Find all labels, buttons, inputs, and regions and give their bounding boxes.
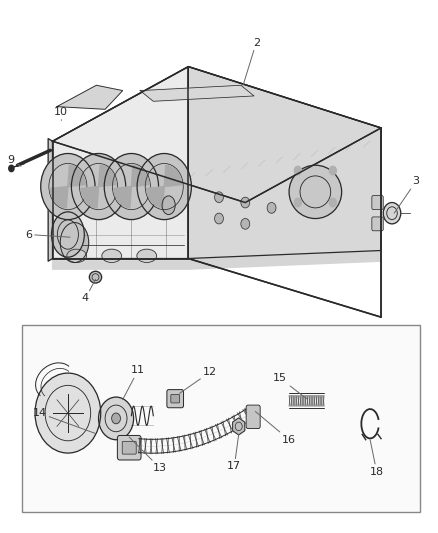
Text: 3: 3: [394, 176, 420, 213]
Text: 13: 13: [129, 437, 167, 473]
FancyBboxPatch shape: [117, 435, 141, 460]
Ellipse shape: [102, 249, 121, 263]
Circle shape: [294, 166, 301, 175]
Ellipse shape: [52, 212, 84, 257]
Wedge shape: [68, 165, 85, 187]
Text: 16: 16: [255, 411, 296, 445]
FancyBboxPatch shape: [372, 217, 383, 231]
Circle shape: [35, 373, 101, 453]
Ellipse shape: [162, 196, 175, 214]
Circle shape: [215, 213, 223, 224]
Circle shape: [9, 165, 14, 172]
Circle shape: [99, 397, 134, 440]
Text: 4: 4: [82, 279, 95, 303]
Polygon shape: [57, 85, 123, 109]
Polygon shape: [140, 85, 254, 101]
Circle shape: [267, 203, 276, 213]
Ellipse shape: [89, 271, 102, 283]
Bar: [22, 325, 420, 512]
Wedge shape: [50, 187, 68, 208]
Wedge shape: [81, 187, 99, 208]
Circle shape: [294, 198, 301, 207]
Ellipse shape: [67, 249, 86, 263]
Text: 17: 17: [227, 434, 241, 471]
Circle shape: [215, 192, 223, 203]
FancyBboxPatch shape: [167, 390, 184, 408]
Ellipse shape: [137, 249, 157, 263]
Polygon shape: [53, 67, 381, 203]
Ellipse shape: [60, 223, 88, 263]
Wedge shape: [147, 187, 164, 208]
Wedge shape: [131, 165, 149, 187]
Polygon shape: [48, 139, 53, 261]
Circle shape: [383, 203, 401, 224]
FancyBboxPatch shape: [171, 394, 180, 403]
Text: 10: 10: [54, 107, 68, 120]
Text: 2: 2: [243, 38, 260, 85]
Wedge shape: [164, 165, 182, 187]
Text: 9: 9: [7, 155, 21, 166]
Circle shape: [329, 198, 336, 207]
Text: 15: 15: [273, 374, 307, 399]
FancyBboxPatch shape: [372, 196, 383, 209]
Text: 11: 11: [123, 366, 145, 400]
Polygon shape: [53, 251, 381, 269]
Circle shape: [41, 154, 95, 220]
Circle shape: [241, 219, 250, 229]
Circle shape: [241, 197, 250, 208]
Text: 18: 18: [370, 440, 384, 477]
Wedge shape: [99, 165, 116, 187]
Ellipse shape: [289, 165, 342, 219]
Circle shape: [329, 166, 336, 175]
FancyBboxPatch shape: [246, 405, 260, 429]
Wedge shape: [114, 187, 131, 208]
Text: 6: 6: [25, 230, 70, 239]
Circle shape: [104, 154, 159, 220]
Circle shape: [71, 154, 126, 220]
Polygon shape: [53, 67, 188, 259]
FancyBboxPatch shape: [122, 441, 136, 454]
Circle shape: [112, 413, 120, 424]
Text: 12: 12: [180, 367, 217, 393]
Text: 14: 14: [32, 408, 95, 433]
Polygon shape: [188, 67, 381, 259]
Circle shape: [137, 154, 191, 220]
